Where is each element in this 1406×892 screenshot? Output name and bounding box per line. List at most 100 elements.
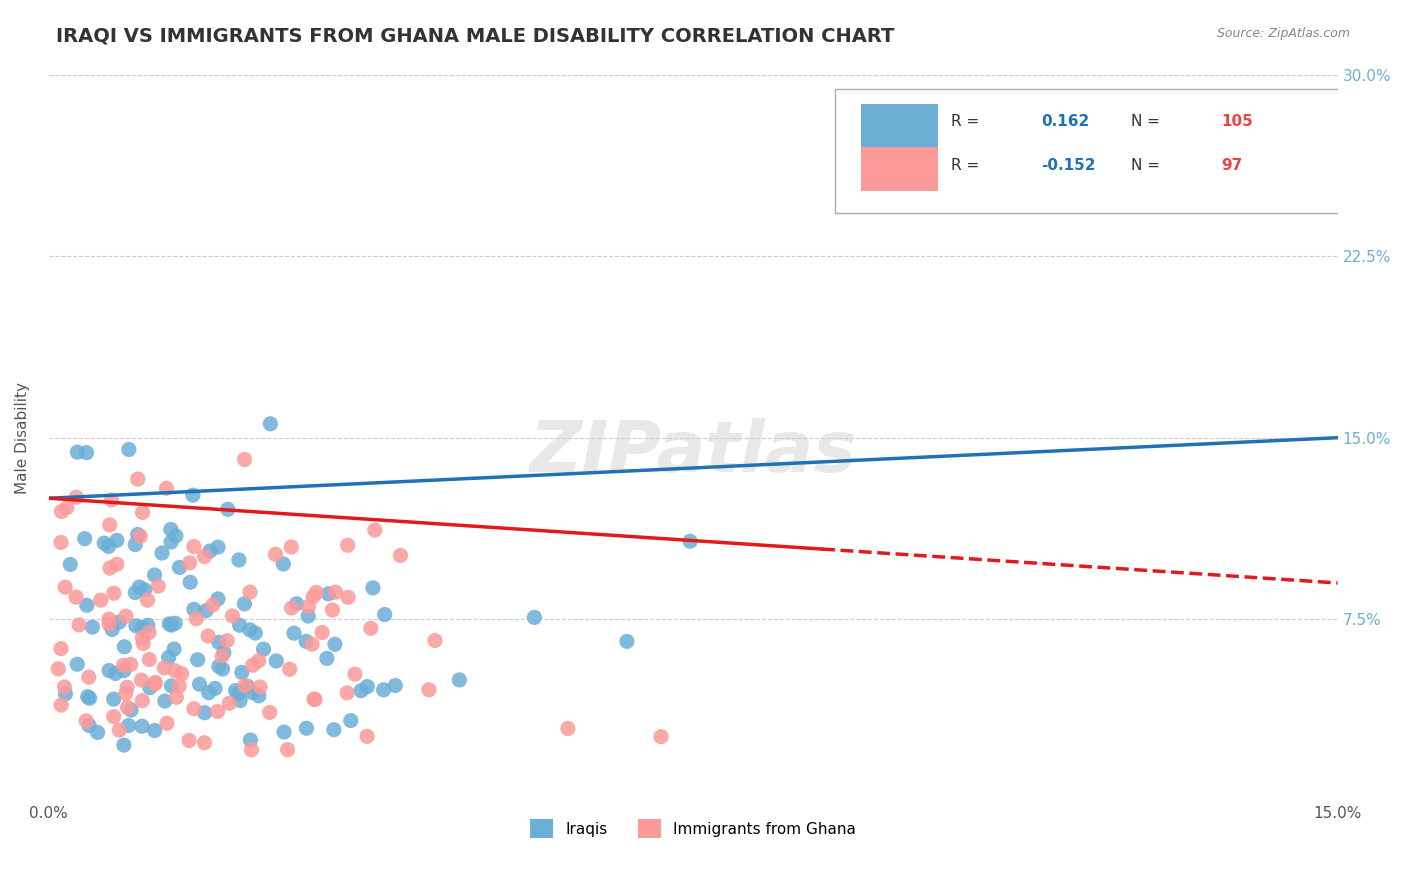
Point (139, 681, 162, 695)
Point (194, 706, 217, 720)
Point (75, 445, 97, 459)
Point (124, 538, 146, 552)
Point (124, 585, 146, 599)
Point (389, 549, 412, 563)
Point (304, 692, 326, 706)
Text: -0.152: -0.152 (1042, 158, 1095, 173)
Point (77, 670, 100, 684)
Point (169, 560, 191, 574)
Point (218, 696, 240, 710)
Point (49, 641, 72, 656)
Point (280, 601, 302, 615)
Point (264, 654, 287, 668)
Point (325, 585, 347, 599)
Point (66, 445, 89, 459)
Text: 0.162: 0.162 (1042, 114, 1090, 129)
Point (350, 683, 373, 698)
Point (233, 597, 256, 611)
Point (207, 705, 229, 719)
Point (195, 604, 218, 618)
Point (115, 681, 138, 695)
Point (131, 673, 153, 687)
Point (297, 599, 319, 614)
Point (160, 618, 183, 632)
Point (249, 680, 271, 694)
Point (132, 636, 155, 650)
Point (295, 721, 318, 735)
Point (245, 626, 267, 640)
Point (108, 615, 131, 629)
Text: IRAQI VS IMMIGRANTS FROM GHANA MALE DISABILITY CORRELATION CHART: IRAQI VS IMMIGRANTS FROM GHANA MALE DISA… (56, 27, 894, 45)
Point (103, 586, 125, 600)
Point (361, 581, 384, 595)
Point (93, 536, 115, 550)
Point (129, 529, 152, 543)
Point (127, 527, 149, 541)
Point (247, 654, 270, 668)
Point (273, 725, 295, 739)
Point (616, 634, 638, 648)
Point (523, 610, 546, 624)
Point (153, 661, 176, 675)
Point (98, 518, 121, 533)
Point (247, 689, 270, 703)
Point (143, 568, 166, 582)
Point (198, 544, 221, 558)
Point (163, 642, 186, 657)
Point (240, 743, 263, 757)
Point (165, 529, 187, 543)
Point (98, 664, 121, 678)
Point (423, 633, 446, 648)
Point (131, 621, 153, 635)
Point (143, 677, 166, 691)
Point (165, 690, 187, 705)
Point (157, 650, 180, 665)
Point (187, 653, 209, 667)
Point (297, 609, 319, 624)
Point (136, 593, 159, 607)
Point (55, 687, 77, 701)
Point (112, 664, 135, 678)
Point (143, 675, 166, 690)
Point (323, 637, 346, 651)
Point (179, 575, 201, 590)
Point (277, 742, 299, 756)
Point (374, 607, 396, 622)
Point (650, 730, 672, 744)
Point (259, 417, 281, 431)
Point (65, 490, 87, 504)
Point (207, 540, 229, 554)
Point (301, 637, 323, 651)
Point (183, 540, 205, 554)
Point (131, 719, 153, 733)
Point (318, 587, 340, 601)
Point (108, 723, 131, 737)
Text: 97: 97 (1222, 158, 1243, 173)
Text: ZIPatlas: ZIPatlas (530, 417, 856, 487)
Point (82, 620, 104, 634)
Point (53, 680, 76, 694)
Point (53, 580, 76, 594)
Point (76, 599, 98, 613)
Point (193, 736, 215, 750)
Point (280, 540, 302, 554)
Point (449, 673, 471, 687)
Point (336, 538, 359, 552)
Point (418, 682, 440, 697)
Point (360, 621, 382, 635)
Point (384, 679, 406, 693)
Point (157, 616, 180, 631)
Point (211, 662, 233, 676)
Point (228, 618, 250, 632)
Point (239, 623, 262, 637)
Point (336, 686, 359, 700)
Point (285, 597, 308, 611)
Point (98, 561, 121, 575)
Point (134, 582, 156, 597)
Point (273, 557, 295, 571)
Point (100, 493, 122, 508)
Point (155, 481, 177, 495)
Point (181, 488, 204, 502)
Point (208, 659, 231, 673)
Point (66, 657, 89, 672)
